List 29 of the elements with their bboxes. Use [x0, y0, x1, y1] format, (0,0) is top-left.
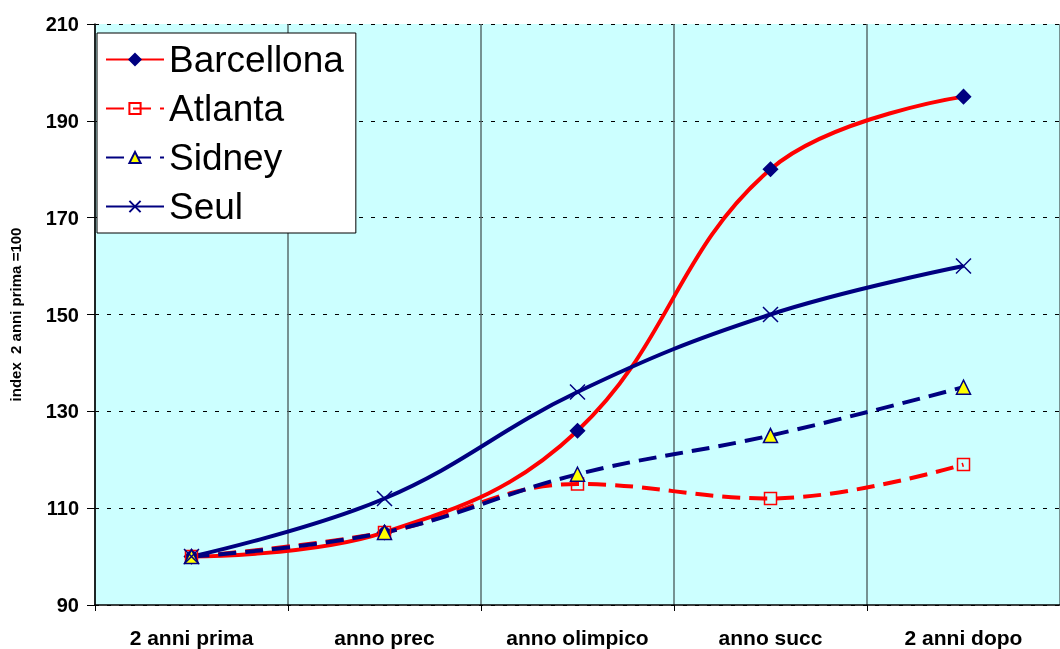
y-tick-label: 90: [56, 594, 79, 616]
point: [376, 490, 393, 507]
point: [955, 88, 972, 105]
y-axis-title: index 2 anni prima =100: [7, 227, 24, 402]
x-tick-label: anno succ: [718, 626, 823, 649]
point: [763, 491, 778, 506]
y-tick-label: 130: [45, 400, 79, 423]
y-tick-label: 210: [45, 13, 79, 35]
point: [569, 422, 586, 439]
y-tick-label: 150: [45, 303, 79, 326]
point: [762, 161, 779, 177]
x-tick-label: anno prec: [334, 626, 435, 649]
legend-label: Barcellona: [169, 39, 345, 80]
y-tick-label: 170: [45, 206, 79, 229]
x-tick-label: 2 anni dopo: [904, 626, 1023, 649]
point: [955, 379, 972, 395]
point: [956, 457, 971, 472]
legend-label: Atlanta: [169, 88, 285, 129]
point: [569, 466, 586, 483]
y-tick-label: 110: [46, 497, 79, 520]
x-tick-label: anno olimpico: [506, 626, 649, 649]
legend-label: Seul: [169, 186, 244, 227]
point: [762, 306, 779, 323]
legend-label: Sidney: [169, 137, 283, 178]
y-tick-label: 190: [45, 109, 79, 132]
x-tick-label: 2 anni prima: [129, 626, 254, 649]
point: [955, 257, 972, 275]
point: [762, 427, 779, 444]
point: [569, 383, 586, 401]
